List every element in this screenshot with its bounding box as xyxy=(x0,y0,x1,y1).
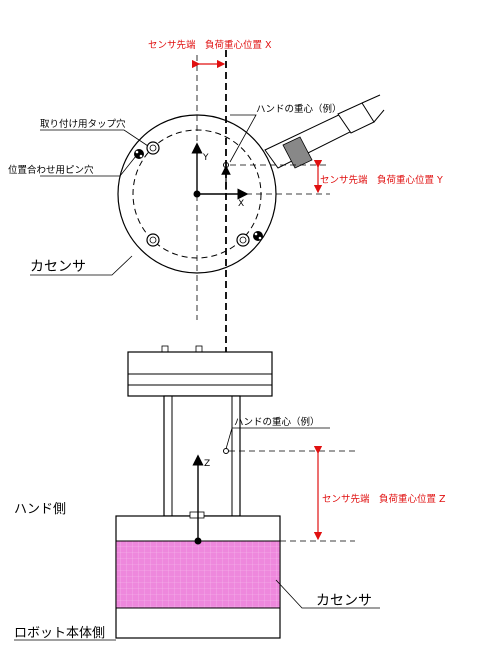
force-sensor-body xyxy=(115,540,281,609)
label-hand-side: ハンド側 xyxy=(14,502,66,517)
label-pin-hole: 位置合わせ用ピン穴 xyxy=(8,164,94,176)
tap-hole-icon xyxy=(146,141,160,155)
hand-body xyxy=(163,395,241,517)
side-view xyxy=(14,345,380,641)
sensor-origin xyxy=(193,190,201,198)
tap-hole-icon xyxy=(146,233,160,247)
label-sensor-tip-y: センサ先端 負荷重心位置 Y xyxy=(320,174,443,186)
label-sensor-tip-x: センサ先端 負荷重心位置 X xyxy=(148,39,272,51)
tap-hole-icon xyxy=(236,233,250,247)
axis-label-x: X xyxy=(238,199,244,209)
hand-cg-point-side xyxy=(223,448,229,454)
cable-band xyxy=(282,136,313,169)
label-force-sensor-top: カセンサ xyxy=(30,259,86,275)
sensor-cable xyxy=(264,94,385,169)
pin-hole-icon xyxy=(134,149,144,159)
label-sensor-tip-z: センサ先端 負荷重心位置 Z xyxy=(322,493,446,505)
axis-label-y: Y xyxy=(202,153,209,163)
label-force-sensor-side: カセンサ xyxy=(316,593,372,609)
sensor-origin-side xyxy=(194,537,202,545)
dim-x xyxy=(191,55,226,320)
label-hand-cg-top: ハンドの重心（例） xyxy=(256,103,342,115)
axis-label-z: Z xyxy=(204,459,210,469)
pin-hole-icon xyxy=(253,231,263,241)
label-hand-cg-side: ハンドの重心（例） xyxy=(234,416,320,428)
label-tap-hole: 取り付け用タップ穴 xyxy=(40,118,126,130)
label-robot-side: ロボット本体側 xyxy=(14,626,105,641)
